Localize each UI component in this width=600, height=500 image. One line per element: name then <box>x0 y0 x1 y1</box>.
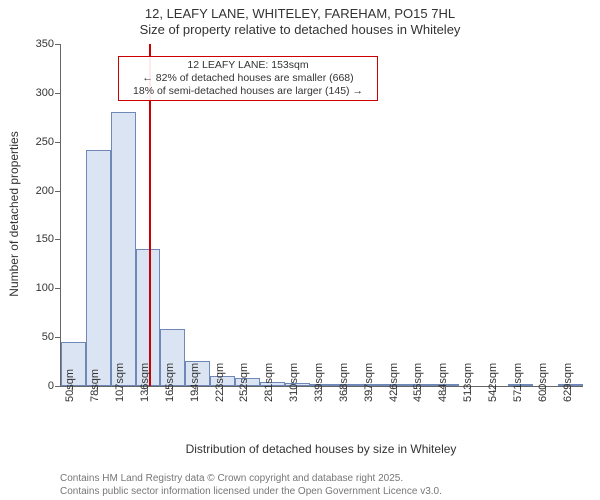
attribution: Contains HM Land Registry data © Crown c… <box>60 472 442 498</box>
y-tick-mark <box>55 386 60 387</box>
y-tick-mark <box>55 337 60 338</box>
y-tick-label: 250 <box>26 136 54 148</box>
y-tick-label: 100 <box>26 282 54 294</box>
attribution-line2: Contains public sector information licen… <box>60 485 442 498</box>
property-size-chart: 12, LEAFY LANE, WHITELEY, FAREHAM, PO15 … <box>0 0 600 500</box>
annotation-box: 12 LEAFY LANE: 153sqm ← 82% of detached … <box>118 56 378 101</box>
y-tick-label: 200 <box>26 185 54 197</box>
y-tick-label: 0 <box>26 380 54 392</box>
histogram-bar <box>86 150 111 386</box>
y-axis-title: Number of detached properties <box>7 43 21 385</box>
y-tick-mark <box>55 239 60 240</box>
y-tick-mark <box>55 93 60 94</box>
x-axis-title: Distribution of detached houses by size … <box>60 442 582 456</box>
chart-title-main: 12, LEAFY LANE, WHITELEY, FAREHAM, PO15 … <box>0 6 600 21</box>
histogram-bar <box>111 112 136 386</box>
y-tick-label: 300 <box>26 87 54 99</box>
y-tick-label: 350 <box>26 38 54 50</box>
annotation-line3: 18% of semi-detached houses are larger (… <box>125 85 371 98</box>
attribution-line1: Contains HM Land Registry data © Crown c… <box>60 472 442 485</box>
y-tick-mark <box>55 191 60 192</box>
y-tick-mark <box>55 288 60 289</box>
annotation-line1: 12 LEAFY LANE: 153sqm <box>125 59 371 72</box>
chart-title-sub: Size of property relative to detached ho… <box>0 22 600 37</box>
y-tick-mark <box>55 142 60 143</box>
y-tick-label: 50 <box>26 331 54 343</box>
annotation-line2: ← 82% of detached houses are smaller (66… <box>125 72 371 85</box>
y-tick-mark <box>55 44 60 45</box>
y-tick-label: 150 <box>26 233 54 245</box>
